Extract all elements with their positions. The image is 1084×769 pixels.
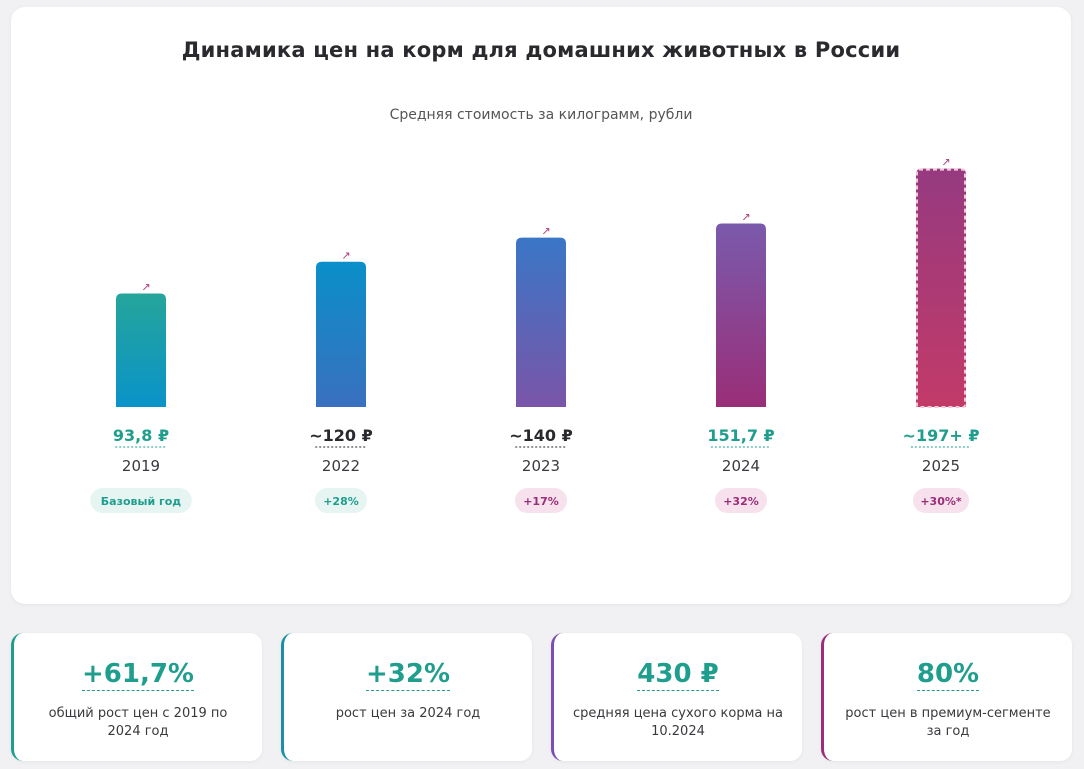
value-label: ~197+ ₽ [903, 426, 980, 445]
trend-arrow-icon: ↗ [541, 225, 550, 238]
change-badge-label: +32% [723, 495, 759, 508]
change-badge [90, 488, 192, 513]
trend-arrow-icon: ↗ [741, 210, 750, 223]
change-badge-label: +17% [523, 495, 559, 508]
change-badge [913, 488, 969, 513]
stat-card-2024-growth: +32% рост цен за 2024 год [281, 633, 532, 761]
bar-2024 [716, 223, 766, 407]
change-badge-label: +30%* [920, 495, 962, 508]
stat-value: 430 ₽ [637, 659, 719, 691]
change-badge-label: Базовый год [101, 495, 182, 508]
forecast-outline [916, 168, 966, 408]
year-label: 2019 [122, 457, 160, 475]
stat-description: рост цен за 2024 год [335, 706, 481, 721]
bar-2023 [516, 237, 566, 407]
value-label: ~140 ₽ [509, 426, 573, 445]
year-label: 2024 [722, 457, 760, 475]
change-badge-label: +28% [323, 495, 359, 508]
stat-card-total-growth: +61,7% общий рост цен с 2019 по 2024 год [11, 633, 262, 761]
change-badge [315, 488, 367, 513]
bar-2019 [116, 293, 166, 407]
value-label: 93,8 ₽ [113, 426, 169, 445]
bar-2022 [316, 261, 366, 407]
trend-arrow-icon: ↗ [341, 249, 350, 262]
stat-description: средняя цена сухого корма на 10.2024 [573, 706, 783, 739]
value-label: ~120 ₽ [309, 426, 373, 445]
bar-chart: ↗ 93,8 ₽ 2019 Базовый год ↗ ~120 ₽ 2022 +28% ↗ ~1… [90, 156, 980, 513]
trend-arrow-icon: ↗ [941, 156, 950, 169]
stat-description: общий рост цен с 2019 по 2024 год [48, 706, 228, 739]
stat-value: 80% [916, 659, 980, 691]
chart-subtitle: Средняя стоимость за килограмм, рубли [389, 107, 693, 123]
year-label: 2025 [922, 457, 960, 475]
change-badge [715, 488, 767, 513]
stat-value: +32% [365, 659, 451, 691]
year-label: 2023 [522, 457, 560, 475]
trend-arrow-icon: ↗ [141, 281, 150, 294]
stat-value: +61,7% [82, 659, 194, 691]
stat-card-dry-food-price: 430 ₽ средняя цена сухого корма на 10.20… [551, 633, 802, 761]
stat-description: рост цен в премиум-сегменте за год [845, 706, 1051, 739]
bar-2025 [916, 168, 966, 407]
stat-card-premium-growth: 80% рост цен в премиум-сегменте за год [821, 633, 1072, 761]
value-label: 151,7 ₽ [707, 426, 774, 445]
stats-row: +61,7% общий рост цен с 2019 по 2024 год… [11, 633, 1072, 761]
year-label: 2022 [322, 457, 360, 475]
change-badge [515, 488, 567, 513]
chart-title: Динамика цен на корм для домашних животн… [181, 38, 901, 62]
